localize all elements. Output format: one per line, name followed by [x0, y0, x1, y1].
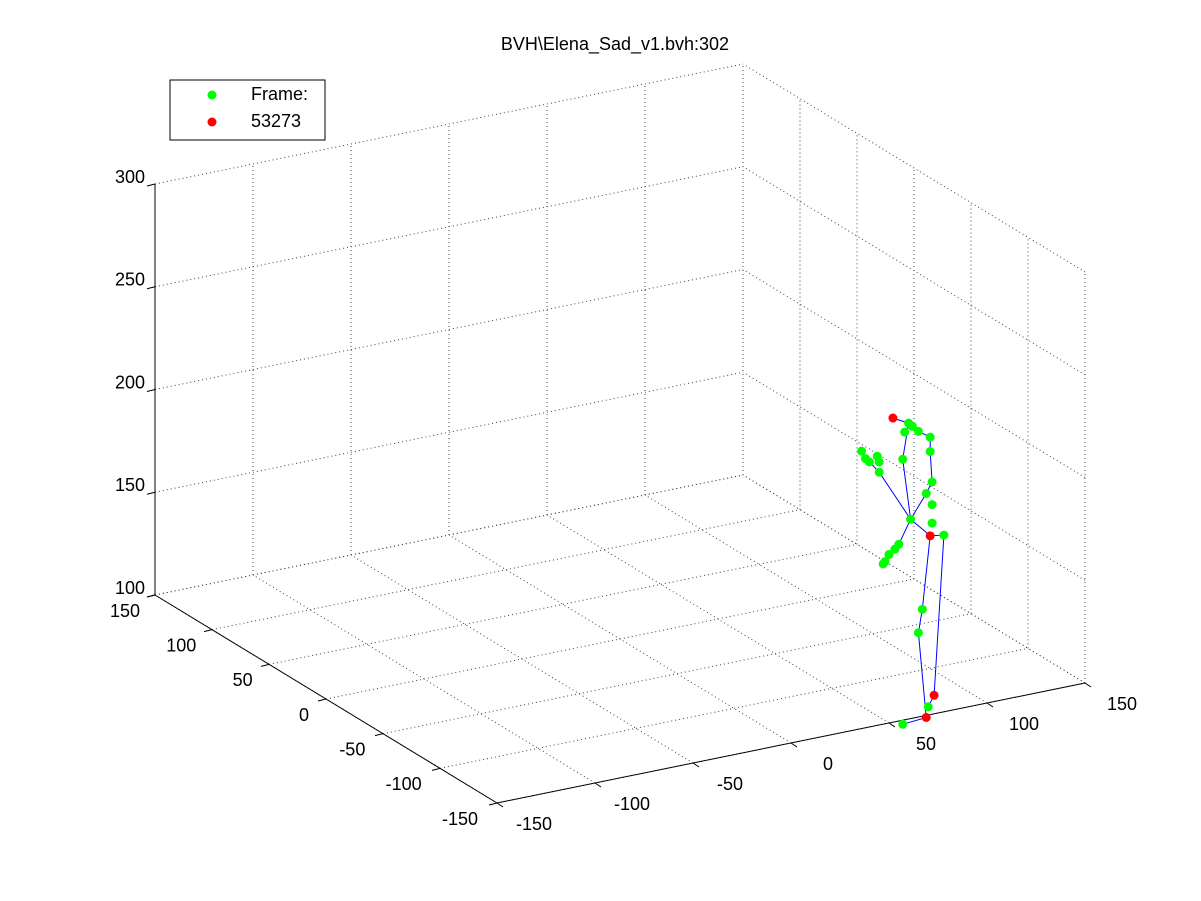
x-tick: [692, 762, 700, 768]
marker: [898, 719, 908, 729]
legend-marker: [207, 90, 217, 100]
z-tick: [146, 286, 156, 290]
marker: [929, 690, 939, 700]
chart-title: BVH\Elena_Sad_v1.bvh:302: [501, 34, 729, 55]
y-tick: [488, 802, 498, 806]
marker: [906, 514, 916, 524]
marker: [927, 477, 937, 487]
grid-line: [382, 613, 972, 735]
marker: [923, 702, 933, 712]
marker: [927, 500, 937, 510]
marker: [908, 421, 918, 431]
grid-line: [154, 474, 744, 596]
marker: [888, 413, 898, 423]
x-tick: [888, 722, 896, 728]
x-tick: [496, 802, 504, 808]
grid-line: [742, 269, 1086, 478]
y-tick: [374, 733, 384, 737]
marker: [874, 457, 884, 467]
marker: [927, 518, 937, 528]
x-tick: [1084, 682, 1092, 688]
marker: [874, 467, 884, 477]
grid-line: [154, 269, 744, 390]
x-tick-label: -50: [717, 774, 743, 794]
marker: [878, 559, 888, 569]
x-tick-label: -150: [516, 814, 552, 834]
grid-line: [742, 371, 1086, 581]
x-tick-label: 0: [823, 754, 833, 774]
legend-box: [169, 79, 326, 141]
y-tick-label: -50: [339, 739, 365, 759]
y-tick-label: 0: [299, 705, 309, 725]
grid-line: [154, 166, 744, 288]
y-tick-label: 150: [110, 601, 140, 621]
grid-line: [439, 647, 1029, 769]
marker: [898, 454, 908, 464]
grid-line: [154, 63, 744, 185]
legend-marker: [207, 117, 217, 127]
y-tick: [317, 698, 327, 702]
y-tick-label: -100: [386, 774, 422, 794]
marker: [917, 604, 927, 614]
marker: [913, 426, 923, 436]
z-tick-label: 150: [115, 475, 145, 495]
grid-line: [742, 63, 1086, 273]
marker: [857, 446, 867, 456]
grid-line: [325, 578, 915, 700]
grid-line: [742, 166, 1086, 376]
grid-line: [268, 543, 858, 665]
z-tick-label: 300: [115, 167, 145, 187]
x-tick-label: -100: [614, 794, 650, 814]
x-tick: [594, 782, 602, 788]
y-tick-label: 50: [233, 670, 253, 690]
y-tick: [431, 767, 441, 771]
marker: [864, 457, 874, 467]
z-tick-label: 250: [115, 270, 145, 290]
grid-line: [211, 509, 801, 631]
z-tick: [146, 594, 156, 598]
x-tick-label: 100: [1009, 714, 1039, 734]
marker: [921, 712, 931, 722]
marker: [925, 531, 935, 541]
grid-line: [154, 371, 744, 493]
marker: [900, 427, 910, 437]
z-tick: [146, 491, 156, 495]
marker: [925, 447, 935, 457]
marker: [939, 530, 949, 540]
legend-label: 53273: [251, 111, 301, 131]
x-tick-label: 150: [1107, 694, 1137, 714]
marker: [913, 628, 923, 638]
marker: [921, 488, 931, 498]
x-tick: [790, 742, 798, 748]
z-tick: [146, 389, 156, 392]
z-tick-label: 100: [115, 578, 145, 598]
marker: [884, 549, 894, 559]
legend-label: Frame:: [251, 84, 308, 104]
x-tick-label: 50: [916, 734, 936, 754]
grid-line: [742, 474, 1086, 684]
y-tick: [203, 629, 213, 633]
marker: [890, 544, 900, 554]
y-tick: [260, 663, 270, 667]
z-tick-label: 200: [115, 372, 145, 392]
marker: [925, 432, 935, 442]
y-tick-label: 100: [166, 635, 196, 655]
y-tick-label: -150: [442, 809, 478, 829]
x-tick: [986, 702, 994, 708]
z-tick: [146, 183, 156, 187]
